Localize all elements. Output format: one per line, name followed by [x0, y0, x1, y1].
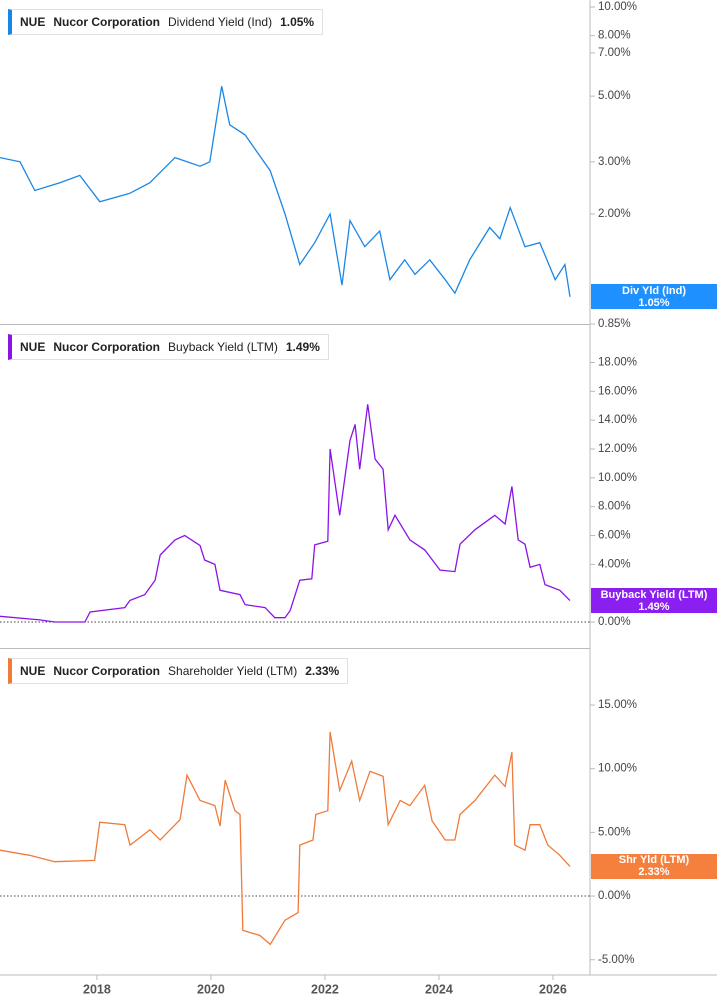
y-tick-label: 12.00% — [598, 443, 637, 455]
y-tick-label: 3.00% — [598, 156, 631, 168]
y-tick-label: 5.00% — [598, 826, 631, 838]
y-tick-label: 7.00% — [598, 47, 631, 59]
y-tick-label: 16.00% — [598, 385, 637, 397]
company-name: Nucor Corporation — [53, 664, 161, 678]
tag-value: 2.33% — [638, 866, 670, 879]
current-value: 2.33% — [305, 664, 340, 678]
tag-value: 1.05% — [638, 296, 670, 309]
y-tick-label: 10.00% — [598, 763, 637, 775]
x-tick-label: 2020 — [197, 982, 225, 996]
tag-value: 1.49% — [638, 600, 670, 613]
tag-name: Buyback Yield (LTM) — [600, 588, 708, 601]
legend-header: NUE Nucor Corporation Shareholder Yield (L… — [8, 658, 349, 684]
data-line — [0, 731, 571, 946]
y-tick-label: 0.00% — [598, 616, 631, 628]
y-tick-label: 5.00% — [598, 90, 631, 102]
y-tick-label: 0.00% — [598, 890, 631, 902]
legend-header: NUE Nucor Corporation Dividend Yield (Ind)… — [8, 9, 324, 35]
y-tick-label: 8.00% — [598, 30, 631, 42]
last-value-tag: Buyback Yield (LTM) 1.49% — [591, 588, 717, 614]
company-name: Nucor Corporation — [53, 15, 161, 29]
legend-entry: Dividend Yield (Ind) — [168, 15, 273, 29]
y-tick-label: 15.00% — [598, 699, 637, 711]
ticker: NUE — [20, 15, 46, 29]
y-tick-label: 8.00% — [598, 501, 631, 513]
y-tick-label: -5.00% — [598, 954, 634, 966]
y-tick-label: 4.00% — [598, 558, 631, 570]
y-tick-label: 14.00% — [598, 414, 637, 426]
data-line — [0, 404, 571, 623]
tag-name: Shr Yld (LTM) — [618, 854, 690, 867]
legend-entry: Shareholder Yield (LTM) — [168, 664, 298, 678]
y-tick-label: 6.00% — [598, 530, 631, 542]
data-line — [0, 86, 571, 297]
company-name: Nucor Corporation — [53, 340, 161, 354]
ticker: NUE — [20, 340, 46, 354]
x-tick-label: 2026 — [539, 982, 567, 996]
y-tick-label: 2.00% — [598, 208, 631, 220]
y-tick-label: 0.85% — [598, 318, 631, 330]
last-value-tag: Shr Yld (LTM) 2.33% — [591, 853, 717, 879]
x-tick-label: 2024 — [425, 982, 453, 996]
legend-entry: Buyback Yield (LTM) — [168, 340, 278, 354]
x-tick-label: 2022 — [311, 982, 339, 996]
y-tick-label: 10.00% — [598, 1, 637, 13]
last-value-tag: Div Yld (Ind) 1.05% — [591, 284, 717, 310]
ticker: NUE — [20, 664, 46, 678]
current-value: 1.05% — [280, 15, 315, 29]
current-value: 1.49% — [285, 340, 320, 354]
legend-header: NUE Nucor Corporation Buyback Yield (LTM) 1… — [8, 334, 329, 360]
x-tick-label: 2018 — [83, 982, 111, 996]
y-tick-label: 18.00% — [598, 357, 637, 369]
tag-name: Div Yld (Ind) — [622, 284, 686, 297]
y-tick-label: 10.00% — [598, 472, 637, 484]
